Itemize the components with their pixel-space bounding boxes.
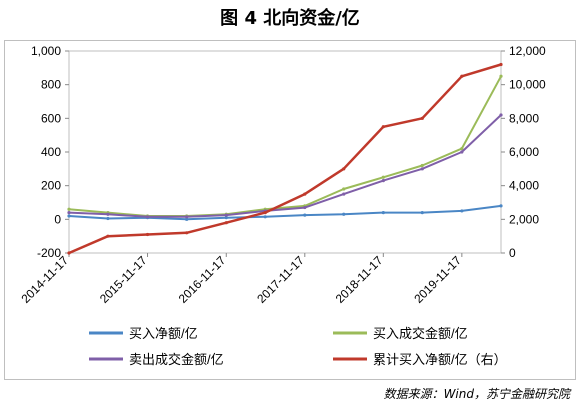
legend-label-4: 累计买入净额/亿（右） bbox=[373, 352, 507, 367]
x-axis-tick-label: 2017-11-17 bbox=[254, 253, 307, 306]
right-axis-tick-label: 12,000 bbox=[509, 44, 546, 58]
left-axis-tick-label: 0 bbox=[54, 212, 61, 226]
legend-label-1: 买入净额/亿 bbox=[129, 326, 198, 341]
series-2-point bbox=[381, 175, 385, 179]
right-axis-tick-label: 10,000 bbox=[509, 78, 546, 92]
series-3-point bbox=[145, 215, 150, 219]
series-4-point bbox=[145, 232, 150, 237]
series-1-point bbox=[342, 212, 346, 216]
x-axis-tick-label: 2019-11-17 bbox=[411, 253, 464, 306]
right-axis-tick-label: 8,000 bbox=[509, 111, 539, 125]
series-3-point bbox=[67, 211, 71, 215]
series-4-point bbox=[499, 62, 503, 67]
series-4-point bbox=[420, 116, 424, 120]
right-axis-tick-label: 0 bbox=[509, 246, 516, 260]
left-axis-tick-label: 400 bbox=[41, 145, 61, 159]
series-4-point bbox=[460, 74, 464, 78]
series-4-point bbox=[67, 251, 71, 255]
series-4-point bbox=[303, 192, 307, 196]
series-2-point bbox=[420, 163, 424, 168]
series-4-point bbox=[185, 231, 189, 235]
x-axis-tick-label: 2016-11-17 bbox=[176, 253, 229, 306]
series-1-point bbox=[224, 216, 228, 220]
series-1-point bbox=[381, 211, 385, 215]
axes: -200 0 200 400 600 800 1,000 0 2,000 4,000 6,000 8,… bbox=[18, 44, 546, 306]
series-1-point bbox=[499, 204, 503, 208]
series-3-point bbox=[224, 213, 228, 217]
series-1-point bbox=[67, 214, 71, 218]
x-axis-tick-label: 2014-11-17 bbox=[18, 253, 71, 306]
plot-area bbox=[67, 62, 503, 255]
series-4-point bbox=[381, 125, 385, 129]
series-2-point bbox=[342, 187, 346, 191]
right-axis-tick-label: 2,000 bbox=[509, 212, 539, 226]
chart-frame: -200 0 200 400 600 800 1,000 0 2,000 4,000 6,000 8,… bbox=[4, 40, 576, 380]
series-1-point bbox=[303, 213, 307, 217]
series-3-point bbox=[106, 212, 110, 216]
plot-border bbox=[68, 50, 502, 254]
legend-label-2: 买入成交金额/亿 bbox=[373, 326, 468, 341]
right-axis-tick-label: 4,000 bbox=[509, 179, 539, 193]
left-axis-tick-label: -200 bbox=[37, 246, 61, 260]
series-line-2 bbox=[68, 75, 502, 217]
series-3-point bbox=[381, 179, 385, 183]
figure-title: 图 4 北向资金/亿 bbox=[220, 8, 360, 29]
left-axis-tick-label: 200 bbox=[41, 179, 61, 193]
left-axis-tick-label: 800 bbox=[41, 78, 61, 92]
series-1-point bbox=[185, 217, 189, 221]
series-1-point bbox=[263, 215, 267, 219]
series-4-point bbox=[224, 221, 228, 225]
series-1-point bbox=[460, 209, 464, 213]
series-3-point bbox=[303, 205, 307, 210]
line-chart: -200 0 200 400 600 800 1,000 0 2,000 4,000 6,000 8,… bbox=[18, 44, 546, 367]
series-2-point bbox=[460, 147, 464, 151]
series-3-point bbox=[499, 113, 503, 117]
series-line-3 bbox=[68, 114, 502, 218]
series-1-point bbox=[420, 211, 424, 215]
series-3-point bbox=[460, 150, 464, 154]
series-4-point bbox=[106, 234, 110, 238]
x-axis-tick-label: 2018-11-17 bbox=[333, 253, 386, 306]
left-axis-tick-label: 600 bbox=[41, 111, 61, 125]
left-axis-tick-label: 1,000 bbox=[31, 44, 61, 58]
series-3-point bbox=[420, 167, 424, 171]
series-2-point bbox=[499, 74, 503, 78]
data-source: 数据来源：Wind，苏宁金融研究院 bbox=[383, 387, 570, 401]
legend-label-3: 卖出成交金额/亿 bbox=[129, 352, 224, 367]
series-line-4 bbox=[68, 63, 502, 255]
series-3-point bbox=[185, 215, 189, 219]
right-axis-tick-label: 6,000 bbox=[509, 145, 539, 159]
series-2-point bbox=[67, 207, 71, 211]
series-1-point bbox=[106, 216, 110, 221]
series-3-point bbox=[342, 192, 346, 196]
series-4-point bbox=[342, 167, 346, 171]
x-axis-tick-label: 2015-11-17 bbox=[97, 253, 150, 306]
series-line-1 bbox=[68, 204, 502, 221]
series-4-point bbox=[263, 211, 267, 215]
